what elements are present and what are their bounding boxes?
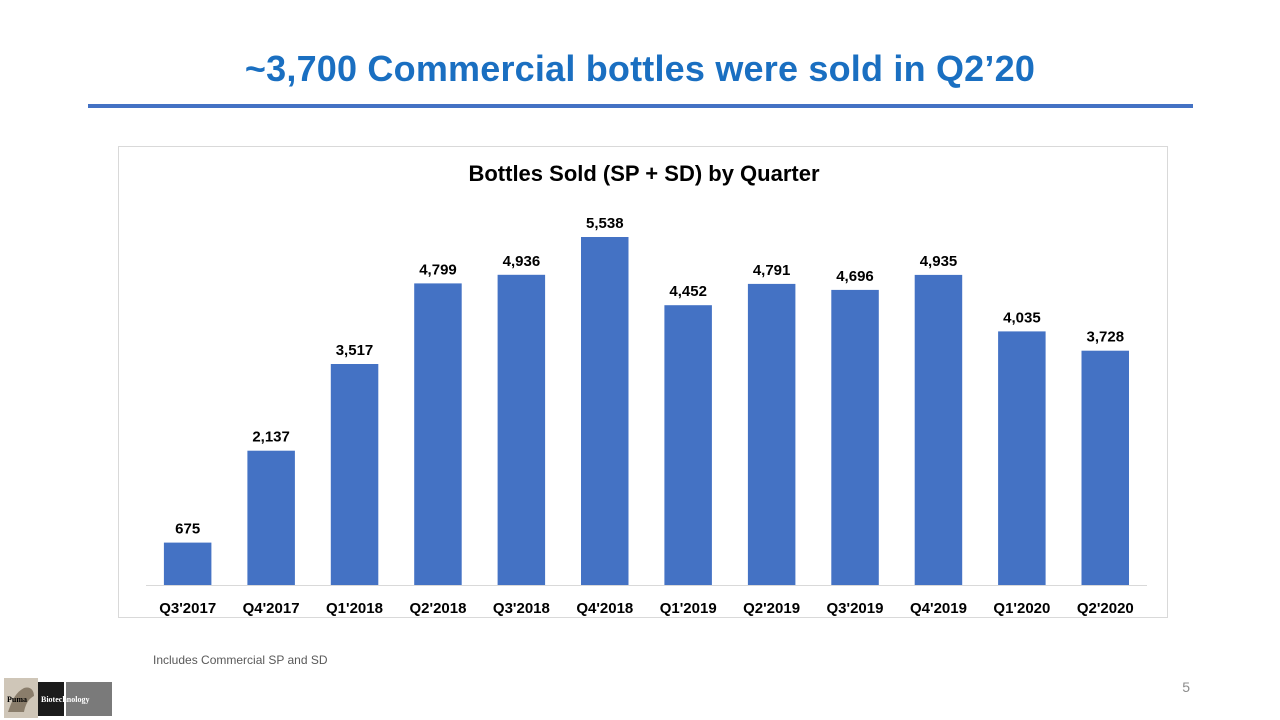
title-divider [88, 104, 1193, 108]
data-label-Q2'2020: 3,728 [1087, 329, 1125, 346]
bar-Q2'2019 [747, 283, 796, 585]
x-tick-label-Q2'2019: Q2'2019 [743, 600, 800, 617]
bar-Q4'2019 [914, 274, 963, 585]
bar-Q1'2018 [330, 364, 379, 585]
data-label-Q1'2019: 4,452 [669, 283, 707, 300]
data-label-Q4'2017: 2,137 [252, 429, 290, 446]
bar-Q4'2018 [581, 237, 629, 585]
bar-Q3'2018 [497, 274, 546, 585]
x-tick-label-Q4'2018: Q4'2018 [576, 600, 633, 617]
data-label-Q2'2018: 4,799 [419, 261, 457, 278]
bar-chart: Bottles Sold (SP + SD) by Quarter 675 2,1… [146, 161, 1147, 617]
data-label-Q1'2020: 4,035 [1003, 309, 1041, 326]
bar-Q2'2018 [414, 283, 462, 585]
logo-word-2: Biotechnology [41, 695, 89, 704]
x-tick-label-Q3'2017: Q3'2017 [159, 600, 216, 617]
bar-Q3'2019 [831, 289, 879, 585]
x-tick-label-Q2'2018: Q2'2018 [410, 600, 467, 617]
x-tick-label-Q3'2018: Q3'2018 [493, 600, 550, 617]
chart-title: Bottles Sold (SP + SD) by Quarter [468, 161, 819, 186]
x-tick-label-Q4'2019: Q4'2019 [910, 600, 967, 617]
data-label-Q3'2018: 4,936 [503, 253, 541, 270]
data-label-Q4'2019: 4,935 [920, 253, 958, 270]
footnote: Includes Commercial SP and SD [153, 653, 328, 667]
bar-Q3'2017 [163, 542, 212, 585]
x-tick-label-Q1'2019: Q1'2019 [660, 600, 717, 617]
chart-container: Bottles Sold (SP + SD) by Quarter 675 2,1… [118, 146, 1168, 618]
logo-word-1: Puma [7, 695, 27, 704]
data-label-Q4'2018: 5,538 [586, 215, 624, 232]
x-tick-label-Q4'2017: Q4'2017 [243, 600, 300, 617]
slide-title: ~3,700 Commercial bottles were sold in Q… [244, 48, 1036, 89]
page-number: 5 [1182, 679, 1190, 695]
data-label-Q3'2017: 675 [175, 521, 200, 538]
company-logo: Puma Biotechnology [4, 678, 112, 718]
x-tick-label-Q1'2020: Q1'2020 [993, 600, 1050, 617]
x-tick-label-Q2'2020: Q2'2020 [1077, 600, 1134, 617]
data-label-Q3'2019: 4,696 [836, 268, 874, 285]
bar-Q4'2017 [247, 450, 295, 585]
data-label-Q2'2019: 4,791 [753, 262, 791, 279]
x-tick-label-Q1'2018: Q1'2018 [326, 600, 383, 617]
x-tick-label-Q3'2019: Q3'2019 [827, 600, 884, 617]
bars-group: 675 2,137 3,517 4,799 4,936 5,538 4,452 4,791 4,… [163, 215, 1129, 585]
x-axis-labels: Q3'2017 Q4'2017 Q1'2018 Q2'2018 Q3'2018 Q4'20… [159, 600, 1134, 617]
bar-Q1'2020 [998, 331, 1046, 585]
data-label-Q1'2018: 3,517 [336, 342, 374, 359]
bar-Q1'2019 [664, 305, 712, 585]
bar-Q2'2020 [1081, 350, 1129, 585]
